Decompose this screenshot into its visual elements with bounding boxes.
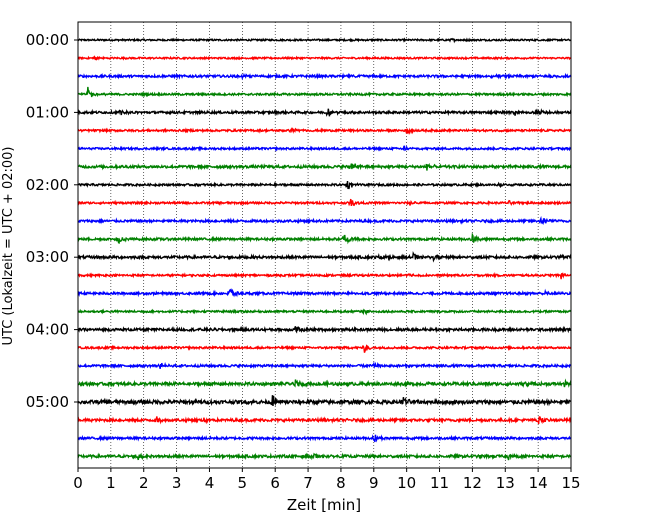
seismic-trace-0100: [77, 108, 572, 117]
x-tick-label: 9: [369, 474, 379, 492]
seismic-trace-0430: [77, 361, 572, 370]
seismic-trace-0015: [77, 55, 572, 61]
x-tick-label: 7: [303, 474, 313, 492]
x-tick-label: 13: [496, 474, 515, 492]
x-tick-label: 5: [238, 474, 248, 492]
seismic-trace-0545: [77, 452, 572, 461]
x-tick-label: 4: [205, 474, 215, 492]
y-tick-label: 00:00: [26, 31, 69, 49]
seismic-trace-0445: [77, 378, 572, 389]
seismic-trace-0145: [77, 162, 572, 171]
seismic-trace-0200: [77, 181, 572, 190]
y-tick-label: 02:00: [26, 176, 69, 194]
x-tick-label: 1: [106, 474, 116, 492]
seismic-trace-0400: [77, 325, 572, 334]
x-tick-label: 11: [430, 474, 449, 492]
x-tick-label: 14: [529, 474, 548, 492]
x-tick-label: 8: [336, 474, 346, 492]
y-axis-label: UTC (Lokalzeit = UTC + 02:00): [1, 147, 16, 346]
x-grid: [110, 22, 539, 468]
x-tick-label: 10: [397, 474, 416, 492]
traces: [77, 37, 572, 461]
seismic-trace-0345: [77, 308, 572, 316]
seismic-trace-0330: [77, 288, 572, 298]
y-tick-label: 04:00: [26, 321, 69, 339]
y-tick-label: 03:00: [26, 248, 69, 266]
x-tick-label: 3: [172, 474, 182, 492]
seismic-trace-0030: [77, 72, 572, 81]
seismic-trace-0130: [77, 144, 572, 152]
x-tick-label: 0: [73, 474, 83, 492]
x-axis-ticks: 0 1 2 3 4 5 6 7 8 9 10 11 12 13 14 15: [73, 468, 581, 492]
plot-frame: [77, 21, 572, 469]
x-tick-label: 12: [463, 474, 482, 492]
x-axis-label: Zeit [min]: [287, 496, 361, 514]
seismic-trace-0300: [77, 250, 572, 263]
seismic-trace-0245: [77, 232, 572, 245]
seismic-trace-0415: [77, 344, 572, 353]
x-tick-label: 2: [139, 474, 149, 492]
seismic-trace-0000: [77, 37, 572, 44]
x-tick-label: 6: [270, 474, 280, 492]
seismic-trace-0315: [77, 271, 572, 280]
plot-background: [78, 22, 571, 468]
y-tick-label: 01:00: [26, 103, 69, 121]
seismic-trace-0045: [77, 86, 572, 98]
seismic-trace-0515: [77, 415, 572, 425]
x-tick-label: 15: [561, 474, 580, 492]
seismic-trace-0530: [77, 434, 572, 443]
y-axis-ticks: 00:00 01:00 02:00 03:00 04:00 05:00: [26, 31, 78, 411]
seismic-trace-0230: [77, 215, 572, 226]
seismic-trace-0215: [77, 198, 572, 207]
seismic-trace-0500: [77, 395, 572, 407]
seismic-trace-0115: [77, 126, 572, 135]
y-tick-label: 05:00: [26, 393, 69, 411]
